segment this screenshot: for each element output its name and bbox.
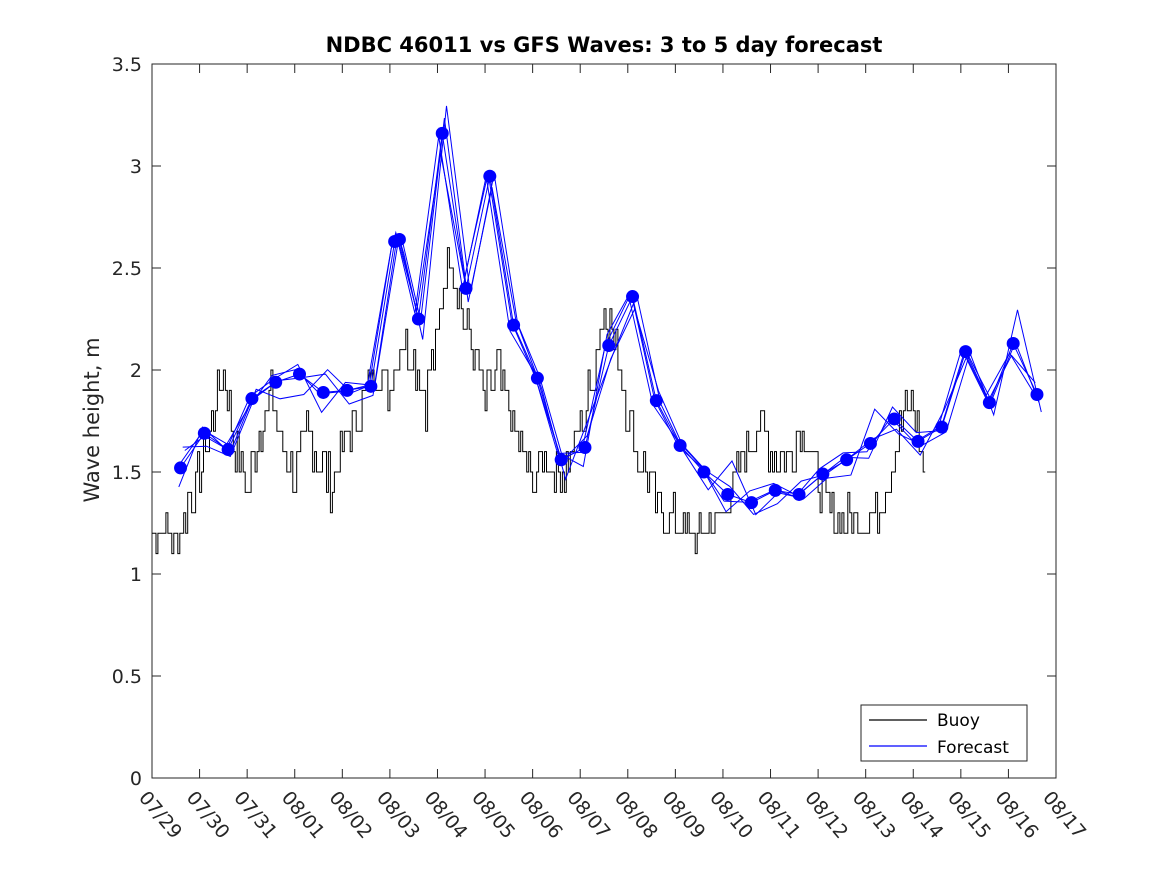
forecast-point [292, 367, 306, 381]
y-tick-label: 2.5 [112, 258, 142, 280]
x-tick-label: 08/02 [324, 787, 376, 843]
legend-buoy-label: Buoy [937, 711, 980, 731]
forecast-point [863, 436, 877, 450]
legend-forecast-label: Forecast [937, 738, 1009, 758]
forecast-line [182, 118, 1040, 516]
forecast-point [435, 126, 449, 140]
x-tick-label: 08/17 [1038, 787, 1090, 843]
x-tick-label: 08/16 [991, 787, 1043, 843]
x-tick-label: 08/04 [420, 787, 472, 843]
forecast-point [364, 379, 378, 393]
forecast-point [269, 375, 283, 389]
y-tick-label: 0 [130, 768, 142, 790]
forecast-point [197, 426, 211, 440]
forecast-point [507, 318, 521, 332]
forecast-point [221, 443, 235, 457]
forecast-point [602, 339, 616, 353]
x-tick-label: 08/05 [467, 787, 519, 843]
forecast-point [816, 467, 830, 481]
forecast-point [392, 232, 406, 246]
x-tick-label: 08/03 [372, 787, 424, 843]
x-tick-label: 07/30 [182, 787, 234, 843]
forecast-point [530, 371, 544, 385]
forecast-point [721, 487, 735, 501]
forecast-point [697, 465, 711, 479]
forecast-point [483, 169, 497, 183]
x-tick-label: 08/15 [943, 787, 995, 843]
forecast-point [935, 420, 949, 434]
forecast-point [959, 345, 973, 359]
forecast-point [411, 312, 425, 326]
x-tick-label: 08/13 [848, 787, 900, 843]
x-tick-label: 07/29 [134, 787, 186, 843]
y-tick-label: 1 [130, 564, 142, 586]
x-tick-label: 08/14 [895, 787, 947, 843]
forecast-point [340, 383, 354, 397]
forecast-point [554, 453, 568, 467]
forecast-point [887, 412, 901, 426]
buoy-line [152, 247, 926, 555]
y-axis-label: Wave height, m [80, 337, 104, 502]
forecast-point [174, 461, 188, 475]
forecast-point [649, 394, 663, 408]
forecast-line [176, 136, 1034, 503]
forecast-point [578, 441, 592, 455]
forecast-point [245, 392, 259, 406]
forecast-point [982, 396, 996, 410]
x-tick-label: 08/01 [277, 787, 329, 843]
y-tick-label: 0.5 [112, 666, 142, 688]
x-tick-label: 08/08 [610, 787, 662, 843]
y-tick-label: 2 [130, 360, 142, 382]
x-tick-label: 08/09 [658, 787, 710, 843]
forecast-point [744, 496, 758, 510]
axes-box [151, 63, 1057, 779]
forecast-point [792, 487, 806, 501]
x-tick-label: 08/11 [753, 787, 805, 843]
forecast-point [1030, 387, 1044, 401]
legend-box [860, 704, 1028, 762]
x-tick-label: 07/31 [229, 787, 281, 843]
x-tick-label: 08/06 [515, 787, 567, 843]
forecast-point [768, 483, 782, 497]
x-tick-label: 08/10 [705, 787, 757, 843]
forecast-point [626, 290, 640, 304]
y-tick-label: 3.5 [112, 54, 142, 76]
forecast-point [459, 281, 473, 295]
forecast-point [673, 438, 687, 452]
forecast-point [911, 434, 925, 448]
forecast-line [184, 105, 1042, 516]
forecast-line [178, 153, 1036, 513]
x-tick-label: 08/12 [800, 787, 852, 843]
chart-title: NDBC 46011 vs GFS Waves: 3 to 5 day fore… [326, 33, 883, 57]
forecast-point [316, 385, 330, 399]
forecast-point [1006, 336, 1020, 350]
y-tick-label: 3 [130, 156, 142, 178]
forecast-point [840, 453, 854, 467]
x-tick-label: 08/07 [562, 787, 614, 843]
legend: Buoy Forecast [860, 704, 1028, 762]
y-tick-label: 1.5 [112, 462, 142, 484]
forecast-line [180, 133, 1038, 504]
